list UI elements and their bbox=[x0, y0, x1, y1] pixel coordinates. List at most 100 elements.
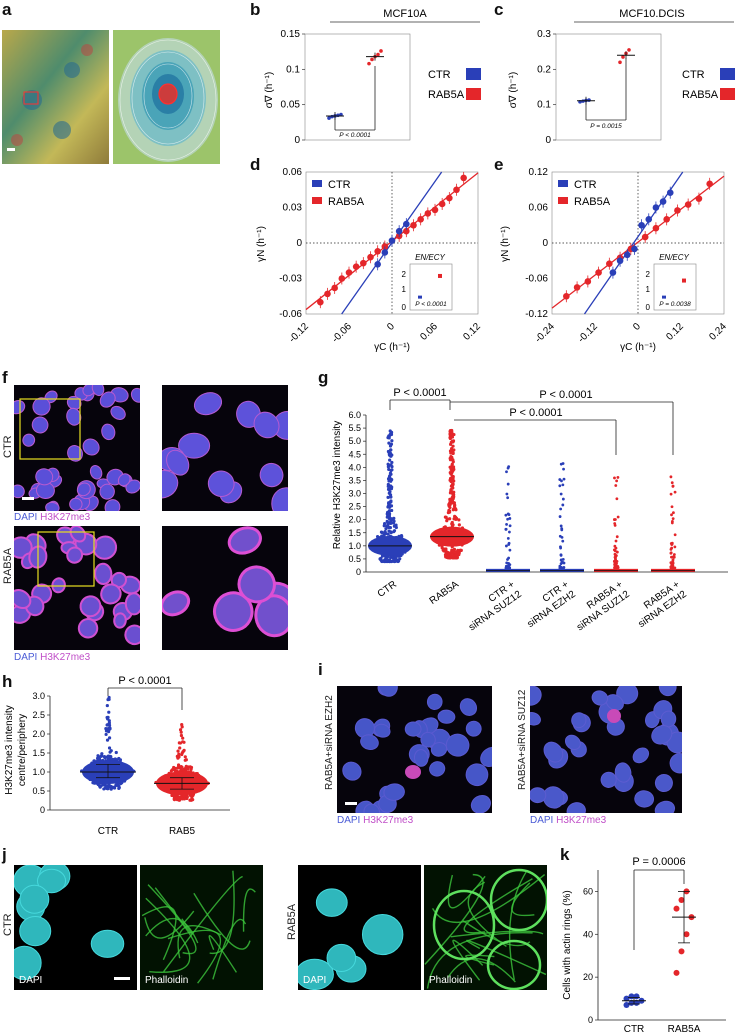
g-point-1 bbox=[447, 509, 452, 513]
g-point-5 bbox=[669, 561, 673, 565]
b-ytick-label: 0.05 bbox=[281, 100, 301, 111]
panel-f-rab5a-zoom-image bbox=[162, 526, 288, 650]
c-point-ctr bbox=[587, 98, 591, 102]
g-point-1 bbox=[452, 504, 457, 508]
panel-h-axes: 0 0.5 1.0 1.5 2.0 2.5 3.0 CTR RAB5 bbox=[32, 691, 230, 837]
d-point-ctr bbox=[395, 227, 403, 235]
h-point-rab5 bbox=[179, 767, 183, 771]
panel-h-ylabel-1: H3K27me3 intensity bbox=[4, 705, 15, 795]
g-point-1 bbox=[448, 491, 453, 495]
e-point-ctr bbox=[666, 189, 674, 197]
panel-j-ctr-dapi-label: DAPI bbox=[19, 975, 43, 986]
g-point-0 bbox=[386, 505, 390, 509]
g-point-2 bbox=[506, 482, 510, 486]
e-xtick-label: -0.12 bbox=[576, 321, 600, 345]
f3-zoom-box bbox=[37, 531, 95, 587]
h-point-ctr bbox=[107, 697, 111, 702]
j3-nucleus bbox=[361, 914, 404, 956]
g-point-1 bbox=[451, 483, 455, 487]
j4-fiber bbox=[465, 954, 495, 966]
g-point-0 bbox=[386, 462, 390, 466]
e-point-ctr bbox=[645, 216, 653, 223]
panel-label-g: g bbox=[318, 368, 329, 387]
e-point-rab5a bbox=[573, 284, 581, 291]
d-xtick-label: 0.06 bbox=[418, 321, 440, 343]
j4-actin-ring bbox=[486, 939, 542, 990]
g-xtick-label: RAB5A +siRNA EZH2 bbox=[630, 579, 690, 630]
panel-c-legend-ctr: CTR bbox=[682, 69, 705, 81]
g-point-4 bbox=[613, 476, 616, 480]
i2-nucleus bbox=[591, 690, 609, 706]
j1-nucleus bbox=[14, 945, 42, 981]
panel-j-row-ctr: CTR bbox=[2, 913, 14, 936]
panel-label-c: c bbox=[494, 0, 504, 19]
h-ytick-label: 0.5 bbox=[32, 786, 45, 796]
f3-nucleus bbox=[79, 595, 102, 618]
e-inset-rab5a bbox=[682, 278, 686, 283]
e-point-rab5a bbox=[706, 180, 713, 188]
i1-nucleus bbox=[465, 763, 489, 787]
g-point-4 bbox=[615, 479, 619, 483]
i2-nucleus bbox=[600, 771, 617, 788]
e-point-ctr bbox=[638, 221, 645, 229]
h-point-ctr bbox=[105, 703, 109, 708]
i2-nucleus bbox=[654, 773, 673, 793]
j4-fiber bbox=[431, 873, 546, 923]
g-point-3 bbox=[561, 503, 565, 507]
g-point-3 bbox=[560, 535, 564, 539]
h-ytick-label: 1.0 bbox=[32, 767, 45, 777]
h-point-rab5 bbox=[184, 758, 188, 762]
g-point-0 bbox=[386, 495, 390, 499]
g-point-3 bbox=[558, 566, 562, 570]
panel-i-caption-2: DAPI H3K27me3 bbox=[530, 815, 607, 826]
h-point-ctr bbox=[107, 710, 111, 714]
g-ytick-label: 2.0 bbox=[348, 515, 361, 525]
d-point-rab5a bbox=[431, 206, 439, 214]
panel-j-rab5a-phalloidin-label: Phalloidin bbox=[429, 975, 473, 986]
h-point-rab5 bbox=[180, 752, 184, 757]
panel-label-d: d bbox=[250, 155, 261, 174]
g-point-0 bbox=[385, 513, 390, 517]
panel-c-legend-rab5a: RAB5A bbox=[682, 89, 719, 101]
g-point-5 bbox=[672, 566, 676, 570]
e-point-ctr bbox=[652, 204, 660, 211]
d-point-rab5a bbox=[460, 174, 467, 182]
e-ytick-label: 0.06 bbox=[529, 203, 549, 214]
j1-scale-bar bbox=[114, 977, 130, 980]
g-point-3 bbox=[561, 539, 565, 543]
h-point-rab5 bbox=[185, 795, 189, 799]
g-point-1 bbox=[446, 554, 450, 558]
j4-fiber bbox=[426, 932, 533, 989]
h-point-rab5 bbox=[172, 798, 177, 802]
g-point-3 bbox=[561, 497, 565, 501]
panel-e-chart: 0.120.060-0.06-0.12-0.24 -0.12 0 0.12 0.24 γ… bbox=[500, 167, 729, 353]
g-point-5 bbox=[673, 545, 677, 549]
i1-nucleus bbox=[413, 749, 429, 767]
f1-scale-bar bbox=[22, 497, 34, 500]
f2-nucleus bbox=[178, 432, 211, 459]
g-point-1 bbox=[448, 497, 452, 501]
k-point-rab5a bbox=[683, 931, 690, 938]
h-point-ctr bbox=[117, 786, 121, 790]
f2-nucleus bbox=[272, 410, 288, 440]
h-point-ctr bbox=[98, 785, 102, 789]
i1-nucleus bbox=[437, 709, 456, 724]
g-ytick-label: 1.5 bbox=[348, 528, 361, 538]
g-point-2 bbox=[505, 492, 509, 496]
g-point-1 bbox=[451, 465, 456, 469]
panel-j-ctr-dapi-image: DAPI bbox=[14, 865, 137, 990]
i2-nucleus bbox=[669, 753, 682, 774]
c-point-rab5a bbox=[618, 60, 622, 65]
g-point-2 bbox=[506, 466, 510, 470]
h-point-ctr bbox=[99, 754, 104, 758]
k-ytick-label: 20 bbox=[583, 972, 593, 982]
g-point-3 bbox=[561, 557, 565, 561]
d-point-ctr bbox=[381, 249, 389, 256]
panel-label-j: j bbox=[2, 845, 7, 864]
f4-nucleus bbox=[237, 565, 276, 604]
h-point-rab5 bbox=[184, 768, 188, 772]
f4-nucleus bbox=[162, 590, 191, 617]
panel-a-flow-field-image bbox=[2, 30, 109, 164]
g-point-0 bbox=[389, 472, 393, 476]
e-point-rab5a bbox=[563, 292, 570, 300]
